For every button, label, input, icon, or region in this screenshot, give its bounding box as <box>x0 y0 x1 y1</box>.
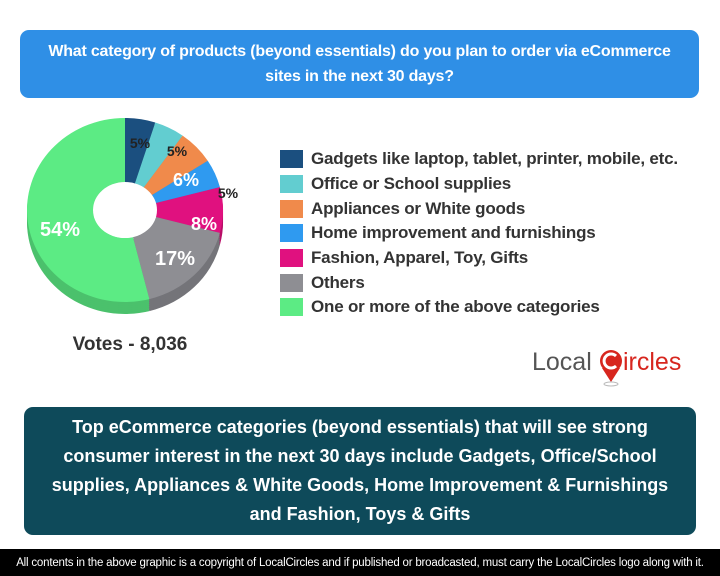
map-pin-icon <box>600 350 622 387</box>
slice-label: 5% <box>218 185 239 201</box>
donut-slice <box>152 160 220 204</box>
logo-svg: Local ircles <box>532 348 681 387</box>
slice-label: 54% <box>40 219 80 241</box>
summary-banner: Top eCommerce categories (beyond essenti… <box>24 407 696 535</box>
legend-swatch <box>280 175 303 194</box>
legend-swatch <box>280 298 303 317</box>
donut-chart: 5% 5% 6% 5% 8% 17% 54% <box>0 110 260 350</box>
legend-item: Appliances or White goods <box>280 196 678 221</box>
legend-label: Fashion, Apparel, Toy, Gifts <box>311 248 528 268</box>
footer-text: All contents in the above graphic is a c… <box>16 556 704 569</box>
legend-swatch <box>280 150 303 169</box>
slice-label: 8% <box>191 214 217 234</box>
donut-slice <box>132 216 220 300</box>
legend-swatch <box>280 273 303 292</box>
slice-label: 5% <box>167 143 188 159</box>
donut-slice <box>26 118 150 302</box>
legend-swatch <box>280 249 303 268</box>
legend-label: Others <box>311 272 365 292</box>
legend-item: Office or School supplies <box>280 172 678 197</box>
votes-count: Votes - 8,036 <box>72 334 188 355</box>
slice-label: 5% <box>130 135 151 151</box>
legend-item: Home improvement and furnishings <box>280 221 678 246</box>
question-text: What category of products (beyond essent… <box>48 43 671 85</box>
donut-slice <box>134 122 183 188</box>
chart-legend: Gadgets like laptop, tablet, printer, mo… <box>280 147 678 320</box>
legend-swatch <box>280 224 303 243</box>
legend-label: One or more of the above categories <box>311 297 600 317</box>
donut-slice <box>155 187 223 233</box>
question-banner: What category of products (beyond essent… <box>20 30 699 98</box>
legend-item: Gadgets like laptop, tablet, printer, mo… <box>280 147 678 172</box>
copyright-footer: All contents in the above graphic is a c… <box>0 549 720 576</box>
slice-label: 17% <box>155 248 195 270</box>
legend-swatch <box>280 199 303 218</box>
logo-text-right: ircles <box>623 348 681 376</box>
legend-item: Fashion, Apparel, Toy, Gifts <box>280 246 678 271</box>
legend-item: Others <box>280 270 678 295</box>
legend-label: Office or School supplies <box>311 174 511 194</box>
legend-item: One or more of the above categories <box>280 295 678 320</box>
logo-text-left: Local <box>532 348 592 376</box>
legend-label: Home improvement and furnishings <box>311 223 596 243</box>
localcircles-logo: Local ircles <box>532 340 692 390</box>
slice-label: 6% <box>173 170 199 190</box>
legend-label: Gadgets like laptop, tablet, printer, mo… <box>311 149 678 169</box>
donut-slice <box>143 135 208 195</box>
donut-slice <box>125 118 156 184</box>
donut-chart-svg: 5% 5%6%5%8%17%54% <box>26 118 239 314</box>
legend-label: Appliances or White goods <box>311 198 526 218</box>
summary-text: Top eCommerce categories (beyond essenti… <box>51 417 669 524</box>
